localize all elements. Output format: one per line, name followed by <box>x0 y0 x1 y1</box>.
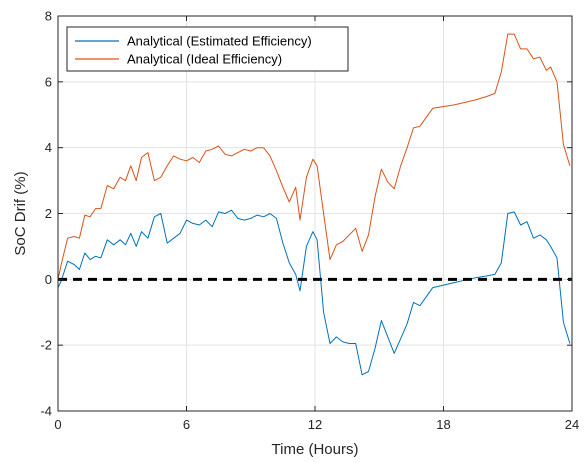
grid-lines <box>57 15 573 412</box>
legend: Analytical (Estimated Efficiency) Analyt… <box>66 26 349 72</box>
x-tick-label-3: 18 <box>436 417 450 432</box>
x-tick-label-0: 0 <box>54 417 61 432</box>
y-axis-label: SoC Drif (%) <box>12 171 29 255</box>
series-line-0 <box>57 209 571 376</box>
y-tick-label-6: 8 <box>45 9 52 24</box>
plot-area <box>57 33 572 376</box>
y-tick-label-3: 2 <box>45 206 52 221</box>
y-tick-label-4: 4 <box>45 140 52 155</box>
legend-entry-estimated: Analytical (Estimated Efficiency) <box>127 34 312 49</box>
y-tick-label-0: -4 <box>40 404 52 419</box>
series-line-1 <box>57 33 571 280</box>
legend-box <box>66 26 349 72</box>
x-tick-label-2: 12 <box>308 417 322 432</box>
y-tick-label-1: -2 <box>40 338 52 353</box>
x-tick-label-4: 24 <box>565 417 579 432</box>
x-tick-label-1: 6 <box>183 417 190 432</box>
legend-entry-ideal: Analytical (Ideal Efficiency) <box>127 52 282 67</box>
x-axis-label: Time (Hours) <box>272 441 359 458</box>
y-tick-label-2: 0 <box>45 272 52 287</box>
y-tick-label-5: 6 <box>45 74 52 89</box>
